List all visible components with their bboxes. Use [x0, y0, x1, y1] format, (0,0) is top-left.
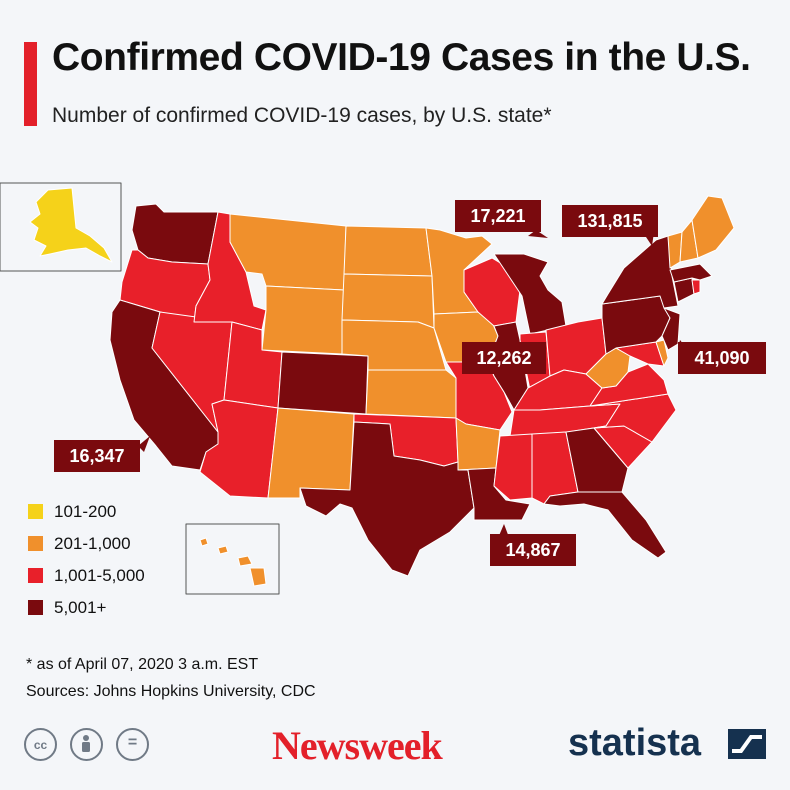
state-MS: [493, 433, 533, 501]
state-MI: [493, 253, 567, 335]
state-ME: [691, 195, 735, 259]
legend-swatch: [28, 504, 43, 519]
legend-swatch: [28, 600, 43, 615]
case-label-ny-box: [562, 205, 658, 237]
case-label-il-text: 12,262: [476, 348, 531, 368]
state-TX: [299, 421, 475, 577]
case-label-il: 12,262: [462, 342, 546, 374]
case-label-nj: 41,090: [678, 342, 766, 374]
hawaii-island-big: [249, 567, 267, 587]
case-label-ny: 131,815: [562, 205, 658, 237]
state-KS: [365, 369, 457, 419]
hawaii-island-kauai: [199, 537, 209, 547]
state-VT: [667, 231, 683, 269]
case-label-mi-box: [455, 200, 541, 232]
state-RI: [691, 279, 701, 295]
statista-logo[interactable]: statista: [568, 722, 702, 764]
mi-callout-pointer: [528, 230, 548, 238]
state-NC: [589, 393, 677, 443]
hawaii-inset-frame: [185, 523, 280, 595]
title-accent-bar: [24, 42, 37, 126]
state-FL: [543, 491, 667, 559]
newsweek-logo[interactable]: Newsweek: [272, 723, 443, 768]
state-GA: [565, 427, 629, 493]
case-label-ny-text: 131,815: [577, 211, 642, 231]
nd-equals-icon[interactable]: =: [116, 728, 149, 761]
alaska-inset-frame: [0, 182, 122, 272]
legend-swatch: [28, 568, 43, 583]
legend-label: 5,001+: [54, 598, 107, 617]
case-label-il-box: [462, 342, 546, 374]
legend-label: 201-1,000: [54, 534, 131, 553]
state-DE: [655, 339, 669, 367]
hawaii-island-maui: [237, 555, 253, 567]
cc-icon[interactable]: cc: [24, 728, 57, 761]
cc-icon-text: cc: [33, 738, 48, 752]
case-label-nj-box: [678, 342, 766, 374]
state-CO: [277, 351, 369, 415]
state-MA: [669, 263, 713, 283]
state-NJ: [661, 307, 681, 351]
legend-label: 101-200: [54, 502, 117, 521]
page-title: Confirmed COVID-19 Cases in the U.S.: [52, 36, 751, 79]
hawaii-island-oahu: [217, 545, 229, 555]
case-label-ca-box: [54, 440, 140, 472]
statista-mark-icon: [728, 729, 766, 759]
state-NY: [601, 235, 679, 309]
case-label-mi-text: 17,221: [470, 206, 525, 226]
state-WY: [261, 285, 345, 355]
page-subtitle: Number of confirmed COVID-19 cases, by U…: [52, 104, 552, 127]
state-NM: [267, 407, 355, 499]
state-ND: [343, 225, 433, 277]
state-AK: [29, 187, 113, 263]
ca-callout-pointer: [138, 436, 150, 452]
case-labels: 16,347 17,221 131,815 12,262 41,090 14,8…: [54, 200, 766, 566]
legend-swatch: [28, 536, 43, 551]
nd-icon-text: =: [127, 734, 138, 751]
footnote: * as of April 07, 2020 3 a.m. EST: [26, 656, 259, 673]
case-label-ca-text: 16,347: [69, 446, 124, 466]
case-label-mi: 17,221: [455, 200, 541, 232]
legend-label: 1,001-5,000: [54, 566, 145, 585]
by-person-icon[interactable]: [70, 728, 103, 761]
case-label-ca: 16,347: [54, 440, 140, 472]
case-label-la-box: [490, 534, 576, 566]
case-label-la: 14,867: [490, 534, 576, 566]
sources-note: Sources: Johns Hopkins University, CDC: [26, 683, 316, 700]
case-label-nj-text: 41,090: [694, 348, 749, 368]
case-label-la-text: 14,867: [505, 540, 560, 560]
